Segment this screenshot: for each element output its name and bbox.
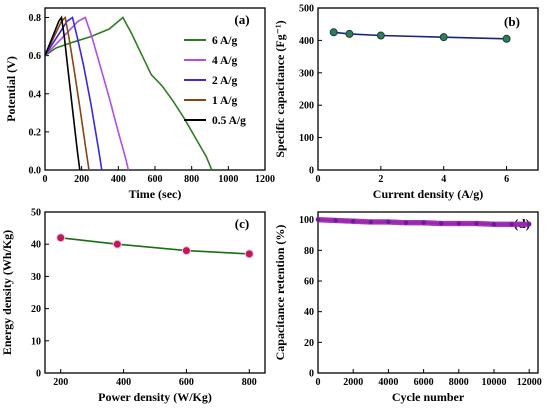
series-line-1 (44, 16, 130, 171)
data-point (56, 233, 66, 243)
x-tick-label: 4000 (378, 377, 398, 388)
panel-d: 0 2000 4000 6000 8000 10000 12000 0 20 40 60 80 100 C… (273, 211, 542, 404)
y-tick-label: 0.2 (29, 127, 42, 138)
y-tick-label: 0 (309, 166, 314, 177)
x-tick-label: 12000 (517, 377, 542, 388)
x-tick-label: 800 (184, 174, 199, 185)
y-tick-label: 20 (31, 304, 41, 315)
y-tick-label: 80 (304, 246, 314, 257)
y-tick-label: 10 (31, 336, 41, 347)
y-tick-label: 40 (31, 240, 41, 251)
data-point (439, 221, 444, 226)
x-tick-label: 0 (43, 174, 48, 185)
y-axis-title: Potential (V) (4, 56, 18, 122)
y-tick-label: 300 (299, 68, 314, 79)
y-tick-label: 0 (309, 369, 314, 380)
data-point (315, 217, 321, 222)
x-tick-label: 600 (179, 377, 194, 388)
x-tick-label: 1000 (218, 174, 238, 185)
x-tick-label: 6 (504, 174, 509, 185)
x-tick-label: 400 (111, 174, 126, 185)
y-tick-label: 0 (36, 369, 41, 380)
panel-c: 200 400 600 800 0 10 20 30 40 50 Power density (W/… (0, 208, 266, 404)
data-point (329, 28, 338, 37)
plot-frame-d (317, 211, 539, 374)
y-axis-title: Energy density (Wh/Kg) (0, 230, 14, 355)
data-point (345, 29, 354, 38)
data-point (376, 31, 385, 40)
x-tick-label: 0 (316, 174, 321, 185)
x-tick-label: 0 (316, 377, 321, 388)
panel-b: 0 2 4 6 0 100 200 300 400 500 Current density (A/g… (273, 4, 539, 201)
legend-label: 1 A/g (212, 95, 237, 107)
panel-label: (b) (504, 14, 520, 29)
legend-label: 4 A/g (212, 55, 237, 67)
data-point (403, 220, 409, 225)
x-tick-label: 1200 (255, 174, 275, 185)
legend-label: 0.5 A/g (212, 115, 246, 127)
x-tick-label: 2 (378, 174, 383, 185)
x-tick-label: 2000 (343, 377, 363, 388)
data-point (351, 219, 356, 224)
y-tick-label: 20 (304, 338, 314, 349)
y-tick-label: 40 (304, 307, 314, 318)
data-point (244, 249, 254, 259)
y-tick-label: 0.8 (29, 13, 42, 24)
y-axis-title: Specific capacitance (Fg⁻¹) (273, 20, 287, 157)
x-axis-title: Time (sec) (129, 187, 182, 201)
data-point (502, 34, 511, 43)
y-tick-label: 50 (31, 208, 41, 219)
y-tick-label: 400 (299, 36, 314, 47)
data-point (491, 222, 497, 227)
panel-a: 0 200 400 600 800 1000 1200 0.0 0.2 0.4 0.6 0.8 Time… (4, 7, 275, 201)
data-point (368, 219, 373, 225)
series-line (333, 31, 507, 40)
y-tick-label: 100 (299, 133, 314, 144)
data-point (333, 218, 338, 223)
x-tick-label: 600 (148, 174, 163, 185)
series-line (60, 237, 250, 255)
x-tick-label: 6000 (414, 377, 434, 388)
series-line-2 (44, 16, 103, 171)
data-point (112, 239, 122, 249)
series-line-4 (44, 15, 81, 171)
data-point (456, 221, 461, 226)
x-tick-label: 400 (116, 377, 131, 388)
y-tick-label: 200 (299, 101, 314, 112)
y-tick-label: 0.4 (29, 89, 42, 100)
data-point (439, 33, 448, 42)
data-point (509, 222, 514, 227)
x-tick-label: 800 (242, 377, 257, 388)
x-axis-title: Current density (A/g) (373, 187, 483, 201)
x-tick-label: 10000 (482, 377, 507, 388)
data-point (474, 221, 479, 226)
legend-label: 6 A/g (212, 35, 237, 47)
x-tick-label: 200 (74, 174, 89, 185)
legend-label: 2 A/g (212, 75, 237, 87)
data-point (527, 222, 532, 227)
y-tick-label: 500 (299, 4, 314, 15)
y-tick-label: 0.0 (29, 166, 42, 177)
panel-label: (c) (235, 216, 249, 231)
y-tick-label: 60 (304, 277, 314, 288)
data-point (181, 246, 191, 256)
data-point (421, 220, 426, 225)
plot-frame-b (317, 7, 539, 171)
panel-label: (a) (234, 12, 249, 27)
plot-frame-c (44, 211, 266, 374)
plot-frame-a (44, 7, 266, 171)
y-tick-label: 0.6 (29, 51, 42, 62)
y-tick-label: 30 (31, 272, 41, 283)
data-point (386, 219, 391, 225)
y-axis-title: Capacitance retention (%) (273, 225, 287, 361)
y-tick-label: 100 (299, 215, 314, 226)
x-tick-label: 200 (53, 377, 68, 388)
series-line-3 (44, 15, 90, 171)
x-axis-title: Cycle number (392, 390, 465, 404)
x-axis-title: Power density (W/Kg) (98, 390, 212, 404)
x-tick-label: 4 (441, 174, 446, 185)
x-tick-label: 8000 (449, 377, 469, 388)
